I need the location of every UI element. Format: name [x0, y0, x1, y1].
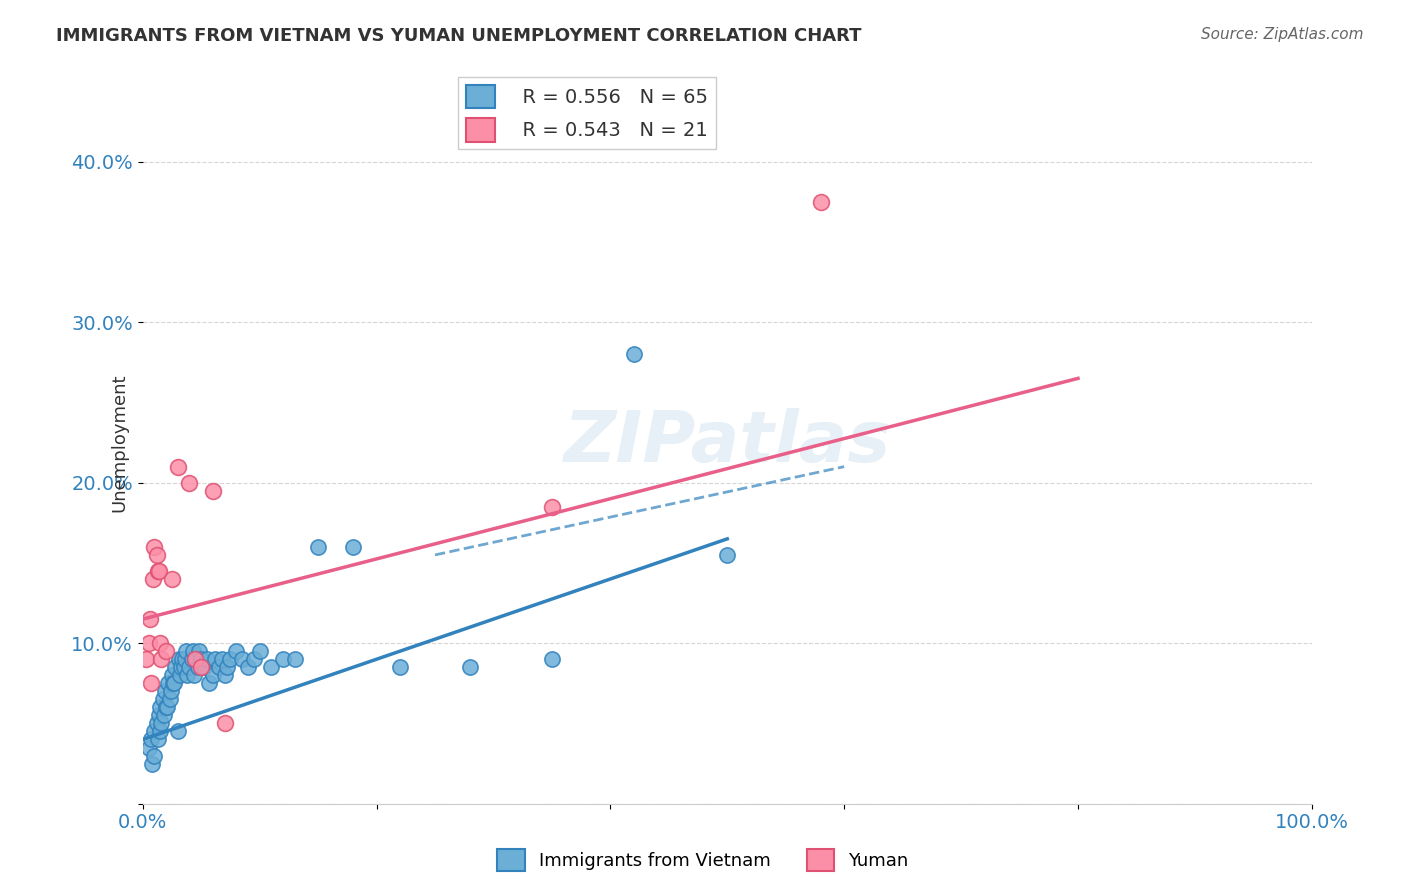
- Point: [179, 475, 201, 490]
- Point: [183, 668, 205, 682]
- Point: [810, 194, 832, 209]
- Point: [193, 660, 215, 674]
- Point: [231, 652, 253, 666]
- Point: [215, 660, 238, 674]
- Point: [716, 548, 738, 562]
- Point: [142, 572, 165, 586]
- Point: [284, 652, 307, 666]
- Point: [204, 652, 226, 666]
- Point: [169, 668, 191, 682]
- Point: [157, 676, 180, 690]
- Point: [249, 644, 271, 658]
- Point: [166, 724, 188, 739]
- Point: [214, 668, 236, 682]
- Point: [184, 652, 207, 666]
- Point: [153, 684, 176, 698]
- Point: [166, 459, 188, 474]
- Point: [260, 660, 283, 674]
- Point: [180, 652, 202, 666]
- Point: [159, 692, 181, 706]
- Point: [342, 540, 364, 554]
- Point: [198, 676, 221, 690]
- Point: [242, 652, 264, 666]
- Point: [174, 644, 197, 658]
- Point: [138, 740, 160, 755]
- Legend: Immigrants from Vietnam, Yuman: Immigrants from Vietnam, Yuman: [491, 842, 915, 879]
- Point: [190, 652, 212, 666]
- Point: [150, 716, 173, 731]
- Point: [145, 548, 167, 562]
- Point: [225, 644, 247, 658]
- Point: [135, 652, 157, 666]
- Point: [149, 636, 172, 650]
- Point: [148, 708, 170, 723]
- Point: [187, 660, 209, 674]
- Point: [181, 644, 204, 658]
- Point: [236, 660, 259, 674]
- Point: [148, 564, 170, 578]
- Point: [307, 540, 329, 554]
- Point: [190, 660, 212, 674]
- Point: [155, 700, 177, 714]
- Point: [141, 756, 163, 771]
- Point: [173, 660, 195, 674]
- Point: [143, 748, 166, 763]
- Point: [139, 732, 162, 747]
- Point: [201, 668, 224, 682]
- Point: [160, 668, 183, 682]
- Point: [172, 652, 194, 666]
- Point: [388, 660, 411, 674]
- Point: [146, 732, 169, 747]
- Point: [165, 660, 187, 674]
- Y-axis label: Unemployment: Unemployment: [111, 374, 129, 512]
- Point: [155, 644, 177, 658]
- Point: [219, 652, 242, 666]
- Point: [201, 483, 224, 498]
- Point: [208, 660, 231, 674]
- Legend:   R = 0.556   N = 65,   R = 0.543   N = 21: R = 0.556 N = 65, R = 0.543 N = 21: [458, 77, 716, 150]
- Text: ZIPatlas: ZIPatlas: [564, 408, 891, 477]
- Point: [173, 652, 195, 666]
- Point: [458, 660, 481, 674]
- Point: [156, 700, 179, 714]
- Point: [541, 500, 564, 514]
- Point: [145, 716, 167, 731]
- Point: [211, 652, 233, 666]
- Point: [160, 572, 183, 586]
- Point: [167, 652, 190, 666]
- Point: [150, 652, 173, 666]
- Point: [143, 540, 166, 554]
- Point: [623, 347, 645, 361]
- Point: [159, 684, 181, 698]
- Point: [214, 716, 236, 731]
- Text: Source: ZipAtlas.com: Source: ZipAtlas.com: [1201, 27, 1364, 42]
- Point: [162, 676, 184, 690]
- Point: [152, 708, 174, 723]
- Point: [176, 668, 198, 682]
- Point: [170, 660, 193, 674]
- Point: [143, 724, 166, 739]
- Point: [271, 652, 294, 666]
- Point: [138, 636, 160, 650]
- Point: [179, 660, 201, 674]
- Point: [541, 652, 564, 666]
- Point: [149, 700, 172, 714]
- Point: [139, 676, 162, 690]
- Point: [138, 612, 160, 626]
- Point: [146, 564, 169, 578]
- Point: [149, 724, 172, 739]
- Text: IMMIGRANTS FROM VIETNAM VS YUMAN UNEMPLOYMENT CORRELATION CHART: IMMIGRANTS FROM VIETNAM VS YUMAN UNEMPLO…: [56, 27, 862, 45]
- Point: [152, 692, 174, 706]
- Point: [195, 652, 218, 666]
- Point: [184, 652, 207, 666]
- Point: [163, 676, 186, 690]
- Point: [187, 644, 209, 658]
